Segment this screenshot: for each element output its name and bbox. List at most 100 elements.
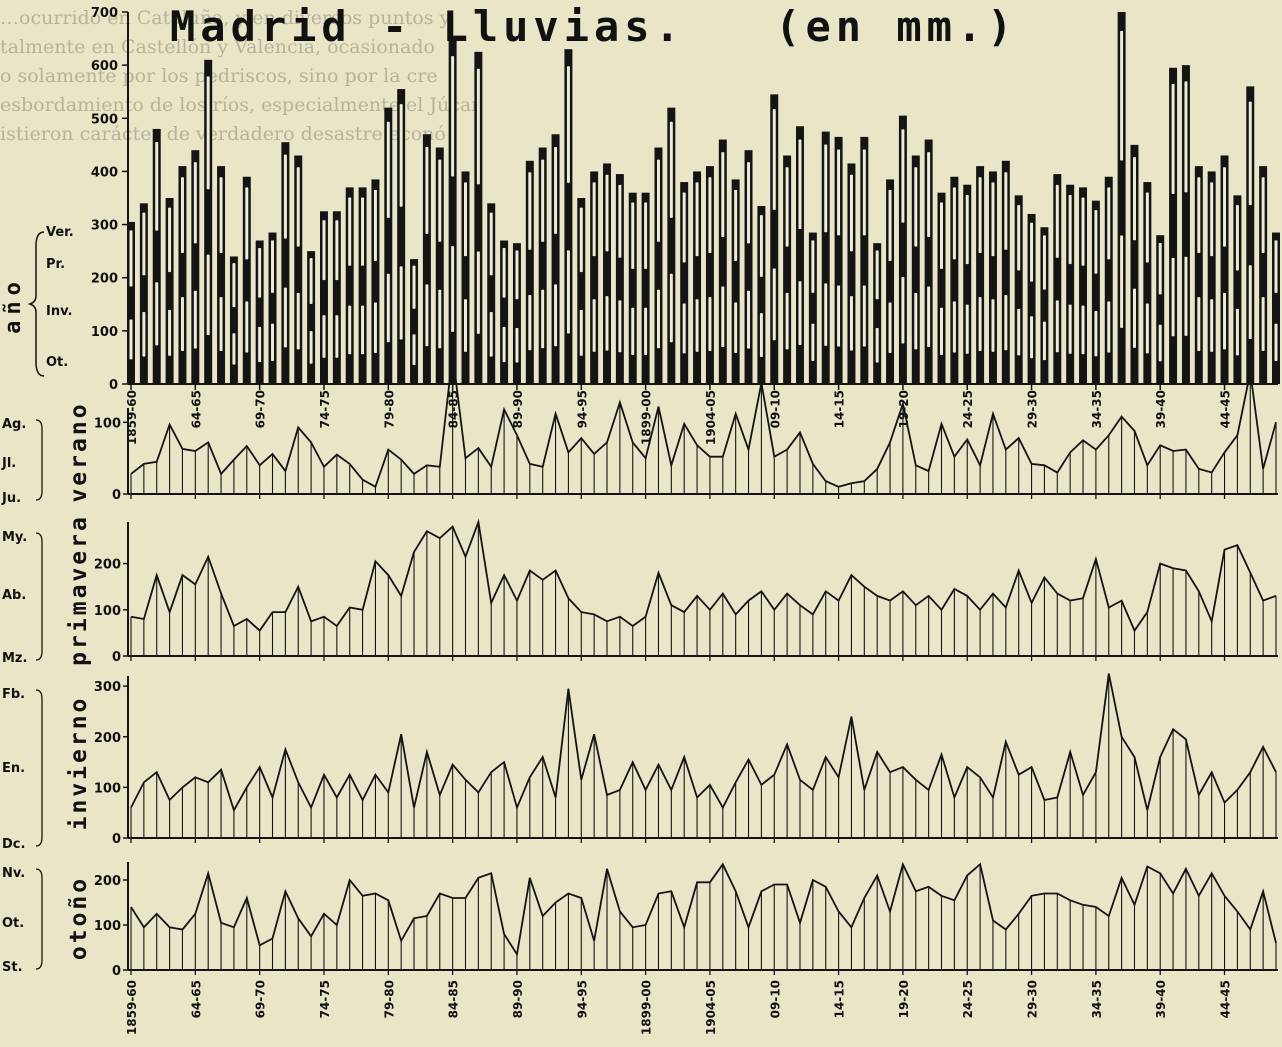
annual-bar-segment [823, 143, 828, 233]
annual-bar [1259, 166, 1268, 384]
annual-bar-segment [476, 250, 481, 335]
year-label-top: 29-30 [1026, 390, 1040, 428]
annual-bar-segment [592, 298, 597, 353]
annual-bar-segment [167, 309, 172, 357]
annual-bar [654, 147, 663, 384]
annual-bar-segment [875, 327, 880, 364]
annual-bar-segment [604, 174, 610, 252]
annual-bar [152, 128, 161, 384]
annual-bar-segment [180, 176, 185, 254]
annual-bar [680, 182, 689, 384]
annual-bar-segment [1132, 288, 1137, 349]
annual-bar-segment [746, 161, 751, 245]
panel-y-tick-label: 0 [112, 964, 121, 979]
annual-bar-segment [489, 212, 494, 276]
annual-bar-segment [772, 108, 777, 211]
annual-bar [1233, 195, 1242, 384]
annual-bar [1066, 184, 1075, 384]
annual-bar-segment [604, 295, 610, 352]
annual-bar-segment [1235, 308, 1240, 357]
annual-bar-segment [553, 146, 558, 235]
year-label-bottom: 74-75 [318, 980, 332, 1018]
season-line [130, 354, 1277, 489]
annual-bar [757, 205, 766, 384]
annual-bar [577, 198, 586, 384]
panel-y-tick-label: 100 [94, 604, 121, 619]
annual-bar-segment [1235, 204, 1240, 272]
year-label-bottom: 09-10 [768, 980, 782, 1018]
annual-bar [705, 166, 714, 384]
annual-bar [268, 232, 277, 384]
annual-bar [191, 150, 200, 384]
year-label-top: 89-90 [511, 390, 525, 428]
annual-bar [1079, 187, 1088, 384]
annual-bar [1014, 195, 1023, 384]
annual-bar-segment [373, 189, 378, 262]
annual-bar-segment [386, 273, 391, 343]
annual-bar-segment [309, 330, 314, 365]
annual-bar-segment [990, 181, 996, 257]
year-label-top: 09-10 [768, 390, 782, 428]
annual-bar-segment [887, 189, 893, 262]
annual-bar-segment [1248, 264, 1253, 340]
annual-bar-segment [1145, 191, 1150, 264]
annual-bar [1040, 227, 1049, 384]
year-label-top: 1899-00 [640, 390, 654, 445]
panel-y-tick-label: 100 [94, 919, 121, 934]
season-label: Pr. [46, 257, 65, 272]
season-line [130, 673, 1277, 813]
panel-y-tick-label: 100 [94, 781, 121, 796]
annual-bar-segment [514, 249, 520, 300]
year-label-top: 24-25 [961, 390, 975, 428]
month-label: Ju. [1, 491, 21, 506]
annual-bar [538, 147, 547, 384]
annual-bar-segment [836, 148, 841, 237]
month-bracket [35, 419, 43, 501]
annual-bar [783, 155, 792, 384]
main-y-tick-label: 600 [91, 59, 118, 74]
annual-bar [796, 126, 804, 384]
background-text-line: esbordamiento de los ríos, especialmente… [0, 94, 481, 116]
annual-bar [963, 184, 972, 384]
annual-bar [873, 243, 882, 384]
annual-bar-segment [952, 186, 957, 260]
annual-bar-segment [501, 326, 507, 363]
annual-bar-segment [1080, 196, 1086, 267]
annual-bar-segment [1029, 222, 1034, 283]
annual-bar [988, 171, 997, 384]
annual-bar-segment [180, 296, 185, 352]
annual-bar-segment [887, 301, 893, 354]
main-y-tick-label: 700 [91, 6, 118, 21]
annual-bar-segment [283, 286, 288, 349]
annual-bar [615, 174, 624, 384]
annual-bar-segment [1145, 302, 1150, 355]
annual-bar-segment [334, 219, 339, 281]
annual-bar-segment [1183, 80, 1189, 193]
annual-bar-segment [1119, 30, 1124, 162]
annual-bar-segment [1170, 83, 1176, 195]
annual-bar [229, 256, 238, 384]
annual-bar-segment [540, 289, 545, 349]
annual-bar [1181, 65, 1190, 385]
annual-bar [500, 240, 509, 384]
year-label-bottom: 19-20 [897, 980, 911, 1018]
year-label-top: 94-95 [575, 390, 589, 428]
annual-bar [281, 142, 290, 384]
season-title: verano [66, 401, 92, 502]
annual-bar [976, 166, 985, 384]
annual-bar-segment [785, 292, 790, 351]
annual-bar-segment [836, 284, 841, 348]
annual-bar [1130, 144, 1139, 384]
year-label-top: 74-75 [318, 390, 332, 428]
annual-bar-segment [682, 191, 687, 264]
annual-bar [886, 179, 895, 384]
annual-bar-segment [231, 332, 237, 366]
annual-bar-segment [193, 290, 198, 350]
annual-bar-segment [862, 148, 867, 237]
panel-y-tick-label: 0 [112, 488, 121, 503]
annual-bar [1246, 86, 1255, 385]
annual-bar-segment [797, 138, 803, 230]
annual-bar [564, 49, 573, 384]
annual-bar [1091, 200, 1100, 384]
annual-bar [294, 155, 303, 384]
